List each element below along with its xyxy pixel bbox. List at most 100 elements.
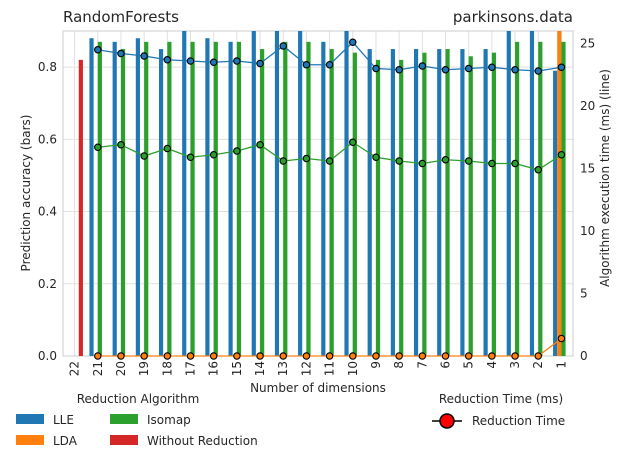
point-lle-time-3 (511, 66, 519, 74)
point-isomap-time-2 (534, 166, 542, 174)
point-lle-time-21 (94, 45, 102, 54)
x-tick-8: 8 (392, 361, 406, 369)
point-isomap-time-13 (279, 157, 287, 165)
y-right-tick-20: 20 (580, 99, 595, 113)
point-lda-time-4 (488, 352, 496, 360)
point-lda-time-21 (94, 352, 102, 360)
bar-isomap-12 (306, 41, 311, 356)
point-isomap-time-6 (441, 156, 450, 164)
point-lda-time-2 (534, 352, 542, 360)
point-isomap-time-9 (372, 153, 380, 162)
point-isomap-time-18 (163, 144, 172, 153)
bar-isomap-15 (236, 41, 242, 356)
point-lda-time-14 (256, 352, 264, 360)
bar-isomap-6 (445, 49, 450, 357)
point-lda-time-18 (163, 352, 172, 360)
y-left-tick-0.2: 0.2 (38, 277, 57, 291)
point-isomap-time-11 (325, 157, 334, 165)
bar-lle-11 (321, 41, 326, 356)
point-lle-time-4 (488, 63, 496, 72)
point-lle-time-17 (186, 57, 195, 65)
y-left-tick-labels: 0.0 0.2 0.4 0.6 0.8 (38, 60, 57, 363)
bar-isomap-11 (329, 49, 334, 357)
point-isomap-time-21 (94, 143, 102, 152)
legend-swatch-lda (16, 435, 44, 445)
point-lle-time-11 (325, 60, 334, 69)
point-lle-time-18 (163, 55, 172, 64)
point-lda-time-17 (186, 352, 195, 360)
bar-lle-19 (135, 38, 140, 356)
y-right-tick-10: 10 (580, 224, 595, 238)
point-lle-time-2 (534, 67, 542, 75)
point-lda-time-9 (372, 352, 380, 360)
y-left-tick-0.0: 0.0 (38, 349, 57, 363)
y-right-axis-label: Algorithm execution time (ms) (line) (598, 69, 612, 287)
x-tick-17: 17 (184, 361, 198, 376)
x-tick-9: 9 (369, 361, 383, 369)
bar-lle-16 (205, 38, 210, 356)
bar-without-reduction-22 (78, 59, 83, 357)
point-isomap-time-10 (349, 138, 357, 147)
point-lda-time-12 (302, 352, 311, 360)
bar-lle-1 (553, 70, 558, 356)
x-tick-12: 12 (299, 361, 313, 376)
point-lda-time-8 (395, 352, 403, 360)
point-lle-time-9 (372, 64, 380, 73)
point-lle-time-6 (441, 66, 450, 74)
point-isomap-time-17 (186, 153, 195, 162)
point-lle-time-13 (279, 42, 287, 50)
bar-isomap-10 (352, 52, 357, 357)
point-isomap-time-8 (395, 157, 403, 165)
bar-isomap-14 (260, 49, 265, 357)
point-lle-time-16 (209, 58, 218, 66)
bar-isomap-9 (375, 59, 381, 357)
point-isomap-time-19 (140, 152, 148, 160)
point-lda-time-13 (279, 352, 287, 360)
bar-lle-4 (483, 49, 488, 357)
point-isomap-time-7 (418, 159, 427, 168)
point-isomap-time-15 (233, 147, 241, 155)
point-lda-time-1 (557, 334, 566, 343)
point-lda-time-7 (418, 352, 427, 360)
y-right-tick-0: 0 (580, 349, 588, 363)
x-tick-6: 6 (439, 361, 453, 369)
point-lle-time-19 (140, 52, 148, 60)
point-lda-time-10 (349, 352, 357, 360)
bar-isomap-13 (283, 41, 288, 356)
legend-label-lle: LLE (53, 413, 74, 427)
legend-left-title: Reduction Algorithm (77, 392, 200, 406)
point-lle-time-8 (395, 66, 403, 74)
bar-lle-2 (529, 31, 535, 356)
point-lda-time-5 (464, 352, 473, 360)
x-tick-21: 21 (91, 361, 105, 376)
x-tick-3: 3 (508, 361, 522, 369)
x-tick-4: 4 (485, 361, 499, 369)
bar-isomap-8 (399, 59, 404, 357)
bar-isomap-18 (167, 41, 172, 356)
y-left-axis-label: Prediction accuracy (bars) (19, 115, 33, 272)
bar-lle-12 (298, 31, 303, 356)
bar-lle-18 (158, 49, 164, 357)
x-tick-16: 16 (207, 361, 221, 376)
point-lle-time-5 (464, 64, 473, 73)
x-tick-15: 15 (230, 361, 244, 376)
x-tick-19: 19 (137, 361, 151, 376)
bar-lle-21 (89, 38, 94, 356)
point-lda-time-15 (233, 352, 241, 360)
point-lle-time-12 (302, 60, 311, 69)
bar-lle-10 (344, 31, 349, 356)
bar-isomap-17 (190, 41, 195, 356)
bar-lle-14 (251, 31, 256, 356)
point-lle-time-10 (349, 38, 357, 46)
bar-lle-5 (460, 49, 465, 357)
bar-isomap-5 (468, 56, 473, 357)
legend-marker-reduction-time (439, 413, 455, 429)
x-tick-11: 11 (323, 361, 337, 376)
y-left-tick-0.6: 0.6 (38, 132, 57, 146)
x-tick-2: 2 (531, 361, 545, 369)
point-isomap-time-1 (557, 151, 566, 159)
x-tick-5: 5 (462, 361, 476, 369)
bar-lle-6 (437, 49, 442, 357)
legend-right-title: Reduction Time (ms) (439, 392, 563, 406)
